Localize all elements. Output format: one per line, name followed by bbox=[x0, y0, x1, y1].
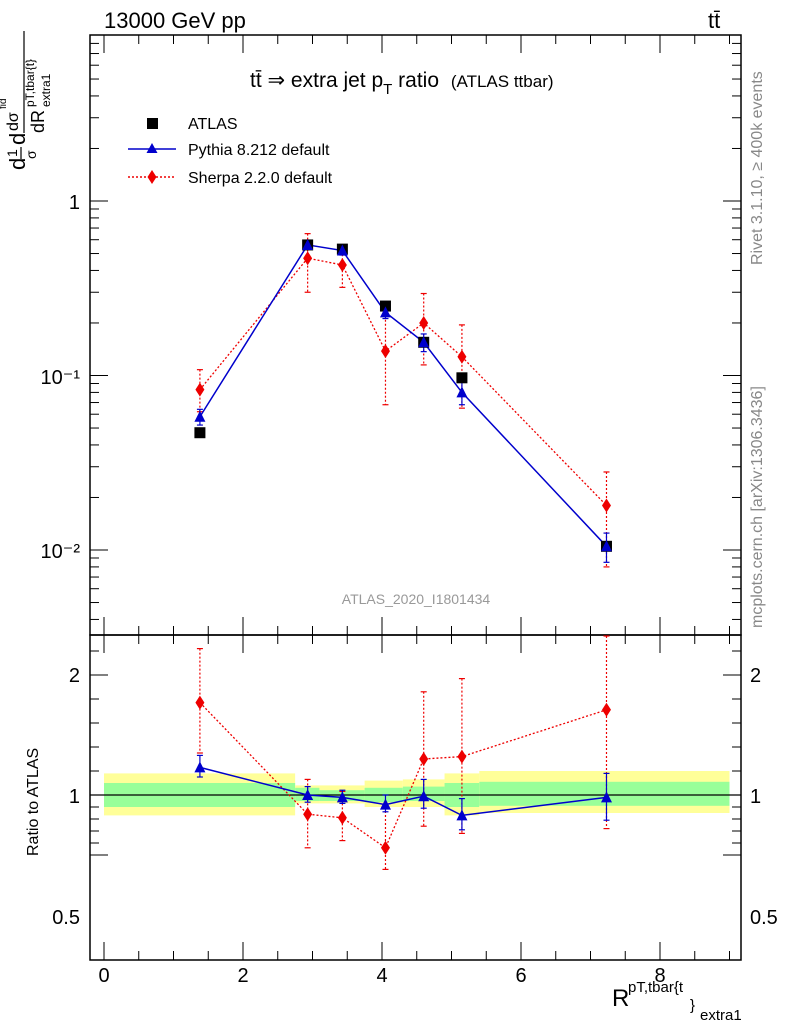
pythia-point bbox=[456, 386, 468, 398]
svg-text:extra1: extra1 bbox=[39, 73, 53, 107]
sherpa-point bbox=[195, 382, 205, 397]
mcplots-annotation: mcplots.cern.ch [arXiv:1306.3436] bbox=[749, 386, 766, 628]
pythia-point bbox=[194, 410, 206, 422]
main-ytick-0.1: 10⁻¹ bbox=[41, 367, 81, 389]
svg-text:σ: σ bbox=[23, 150, 39, 159]
ratio-axis-ticks bbox=[90, 650, 741, 856]
ratio-pythia-point bbox=[418, 790, 430, 802]
xtick-6: 6 bbox=[515, 965, 526, 987]
main-ylabel: d 1 σ d dσ fid dR pT,tbar{t} extra1 bbox=[0, 31, 53, 170]
atlas-point bbox=[456, 372, 468, 384]
svg-text:}: } bbox=[690, 997, 695, 1014]
plot-title-subscript: T bbox=[383, 81, 392, 98]
ratio-sherpa-point bbox=[457, 749, 467, 764]
ratio-ytick-2: 2 bbox=[69, 665, 80, 687]
svg-text:d: d bbox=[5, 133, 30, 145]
atlas-point bbox=[379, 300, 391, 312]
svg-text:d: d bbox=[5, 158, 30, 170]
pythia-line bbox=[199, 244, 608, 547]
ratio-ylabel: Ratio to ATLAS bbox=[25, 748, 42, 856]
ratio-pythia-point bbox=[600, 791, 612, 803]
main-axis-ticks bbox=[90, 42, 741, 620]
sherpa-point bbox=[337, 257, 347, 272]
legend-atlas-label: ATLAS bbox=[188, 116, 238, 133]
svg-text:extra1: extra1 bbox=[700, 1007, 742, 1024]
ratio-ytick-1: 1 bbox=[69, 786, 80, 808]
legend: ATLAS Pythia 8.212 default Sherpa 2.2.0 … bbox=[128, 116, 333, 187]
ratio-ytick-0.5: 0.5 bbox=[52, 907, 80, 929]
sherpa-point bbox=[601, 498, 611, 513]
analysis-id: ATLAS_2020_I1801434 bbox=[342, 591, 491, 607]
x-axis-label: R pT,tbar{t } extra1 bbox=[612, 979, 742, 1024]
plot-title: tt̄ ⇒ extra jet pT ratio (ATLAS ttbar) bbox=[250, 69, 554, 98]
ratio-sherpa-point bbox=[419, 752, 429, 766]
ratio-uncertainty-bands bbox=[104, 771, 730, 816]
xtick-8: 8 bbox=[654, 965, 665, 987]
ratio-pythia-point bbox=[379, 798, 391, 810]
svg-text:fid: fid bbox=[0, 98, 9, 109]
xtick-2: 2 bbox=[237, 965, 248, 987]
ratio-panel-frame bbox=[89, 634, 742, 961]
x-axis-ticks bbox=[103, 35, 730, 960]
pythia-point bbox=[379, 306, 391, 318]
plot-title-main: tt̄ ⇒ extra jet p bbox=[250, 69, 383, 92]
ratio-pythia-point bbox=[456, 809, 468, 821]
sherpa-line bbox=[199, 257, 607, 506]
sherpa-point bbox=[419, 315, 429, 330]
ratio-ytick-2-right: 2 bbox=[750, 665, 761, 687]
ratio-sherpa-point bbox=[380, 840, 390, 855]
ratio-sherpa-point bbox=[337, 810, 347, 825]
energy-label: 13000 GeV pp bbox=[104, 8, 246, 33]
legend-atlas-marker bbox=[147, 118, 158, 129]
pythia-point bbox=[600, 540, 612, 552]
ratio-sherpa-point bbox=[195, 695, 205, 710]
main-ytick-0.01: 10⁻² bbox=[41, 541, 81, 563]
ratio-ytick-0.5-right: 0.5 bbox=[750, 907, 778, 929]
ratio-sherpa-point bbox=[303, 807, 313, 822]
ratio-sherpa-point bbox=[601, 702, 611, 717]
svg-text:dσ: dσ bbox=[5, 112, 22, 131]
legend-pythia-label: Pythia 8.212 default bbox=[188, 142, 330, 159]
xtick-4: 4 bbox=[376, 965, 387, 987]
legend-sherpa-label: Sherpa 2.2.0 default bbox=[188, 170, 333, 187]
xtick-0: 0 bbox=[98, 965, 109, 987]
pythia-point bbox=[418, 336, 430, 348]
ratio-pythia-point bbox=[194, 761, 206, 773]
svg-text:1: 1 bbox=[4, 149, 20, 157]
pythia-point bbox=[336, 244, 348, 256]
svg-text:pT,tbar{t: pT,tbar{t bbox=[628, 979, 684, 996]
legend-sherpa-marker bbox=[147, 170, 157, 184]
atlas-point bbox=[194, 427, 206, 439]
ratio-pythia-point bbox=[336, 791, 348, 803]
ratio-series-layer bbox=[194, 635, 612, 871]
svg-text:dR: dR bbox=[28, 110, 48, 133]
sherpa-point bbox=[303, 251, 313, 266]
legend-pythia-marker bbox=[146, 143, 158, 153]
svg-text:R: R bbox=[612, 985, 629, 1012]
svg-text:pT,tbar{t}: pT,tbar{t} bbox=[23, 59, 37, 107]
pythia-point bbox=[302, 238, 314, 250]
plot-title-paren: (ATLAS ttbar) bbox=[451, 72, 554, 91]
sherpa-point bbox=[457, 349, 467, 364]
sherpa-point bbox=[380, 344, 390, 359]
process-label: tt̄ bbox=[708, 8, 720, 33]
main-series-layer bbox=[194, 233, 612, 568]
main-ytick-1: 1 bbox=[69, 192, 80, 214]
ratio-ytick-1-right: 1 bbox=[750, 786, 761, 808]
rivet-annotation: Rivet 3.1.10, ≥ 400k events bbox=[749, 71, 766, 265]
plot-title-tail: ratio bbox=[392, 69, 439, 92]
ratio-pythia-point bbox=[302, 789, 314, 800]
